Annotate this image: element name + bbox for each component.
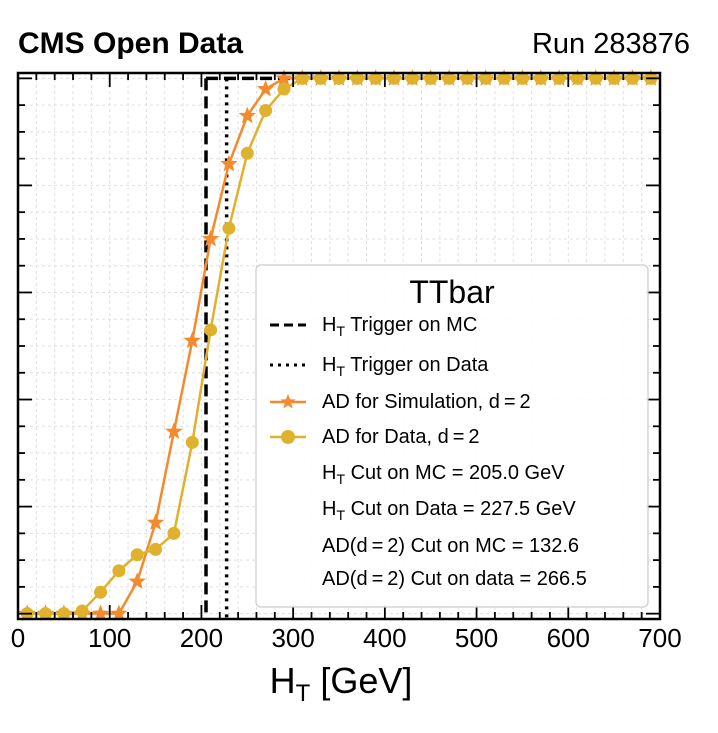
series-data [20,71,658,621]
data-point [75,604,89,618]
data-point [424,71,438,85]
data-point [238,106,256,124]
axis-ticks: 0 100 200 300 400 500 600 700 [11,73,682,653]
experiment-label: CMS Open Data [18,27,243,60]
data-point [479,71,493,85]
data-point [552,71,566,85]
data-point [387,71,401,85]
series [18,69,660,622]
data-point [39,607,53,621]
data-point [277,82,291,96]
data-point [460,71,474,85]
data-point [220,154,238,172]
data-point [314,71,328,85]
data-point [259,103,273,117]
data-point [112,564,126,578]
data-point [149,542,163,556]
x-tick-label: 300 [271,623,314,653]
data-point [332,71,346,85]
data-point [57,607,71,621]
data-point [570,71,584,85]
legend-label-series-1: AD for Simulation, d = 2 [322,391,531,413]
data-point [256,79,275,97]
data-point [442,71,456,85]
data-point [534,71,548,85]
data-point [185,435,199,449]
x-tick-label: 100 [88,623,131,653]
legend-annotation-1: HT Cut on MC = 205.0 GeV [322,462,565,487]
data-point [91,604,110,622]
data-point [146,513,165,531]
x-axis-title: HT [GeV] [270,660,413,707]
legend: TTbar HT Trigger on MC HT Trigger on Data… [255,264,649,608]
data-point [240,146,254,160]
legend-handle-marker [281,430,295,444]
data-point [222,221,236,235]
data-point [350,71,364,85]
data-point [165,422,183,440]
data-point [515,71,529,85]
legend-label-vline-2: HT Trigger on Data [322,354,489,379]
data-point [110,604,128,622]
data-point [204,323,218,337]
legend-label-series-2: AD for Data, d = 2 [322,426,480,448]
legend-annotation-3: AD(d = 2) Cut on MC = 132.6 [322,535,579,557]
x-tick-label: 400 [363,623,406,653]
data-point [167,526,181,540]
legend-annotation-2: HT Cut on Data = 227.5 GeV [322,498,576,523]
data-point [201,229,220,247]
legend-title: TTbar [409,274,495,310]
legend-handle-marker [280,394,296,409]
run-label: Run 283876 [532,28,690,60]
x-tick-label: 200 [180,623,223,653]
data-point [130,548,144,562]
data-point [128,572,146,589]
data-point [625,71,639,85]
data-point [183,331,201,349]
legend-box [255,264,649,608]
data-point [94,585,108,599]
x-tick-label: 700 [638,623,681,653]
data-point [369,71,383,85]
x-tick-label: 0 [11,623,25,653]
x-tick-label: 600 [547,623,590,653]
data-point [295,71,309,85]
legend-label-vline-1: HT Trigger on MC [322,314,477,339]
data-point [497,71,511,85]
legend-annotation-4: AD(d = 2) Cut on data = 266.5 [322,568,587,590]
data-point [275,69,293,86]
data-point [405,71,419,85]
data-point [607,71,621,85]
data-point [589,71,603,85]
x-tick-label: 500 [455,623,498,653]
